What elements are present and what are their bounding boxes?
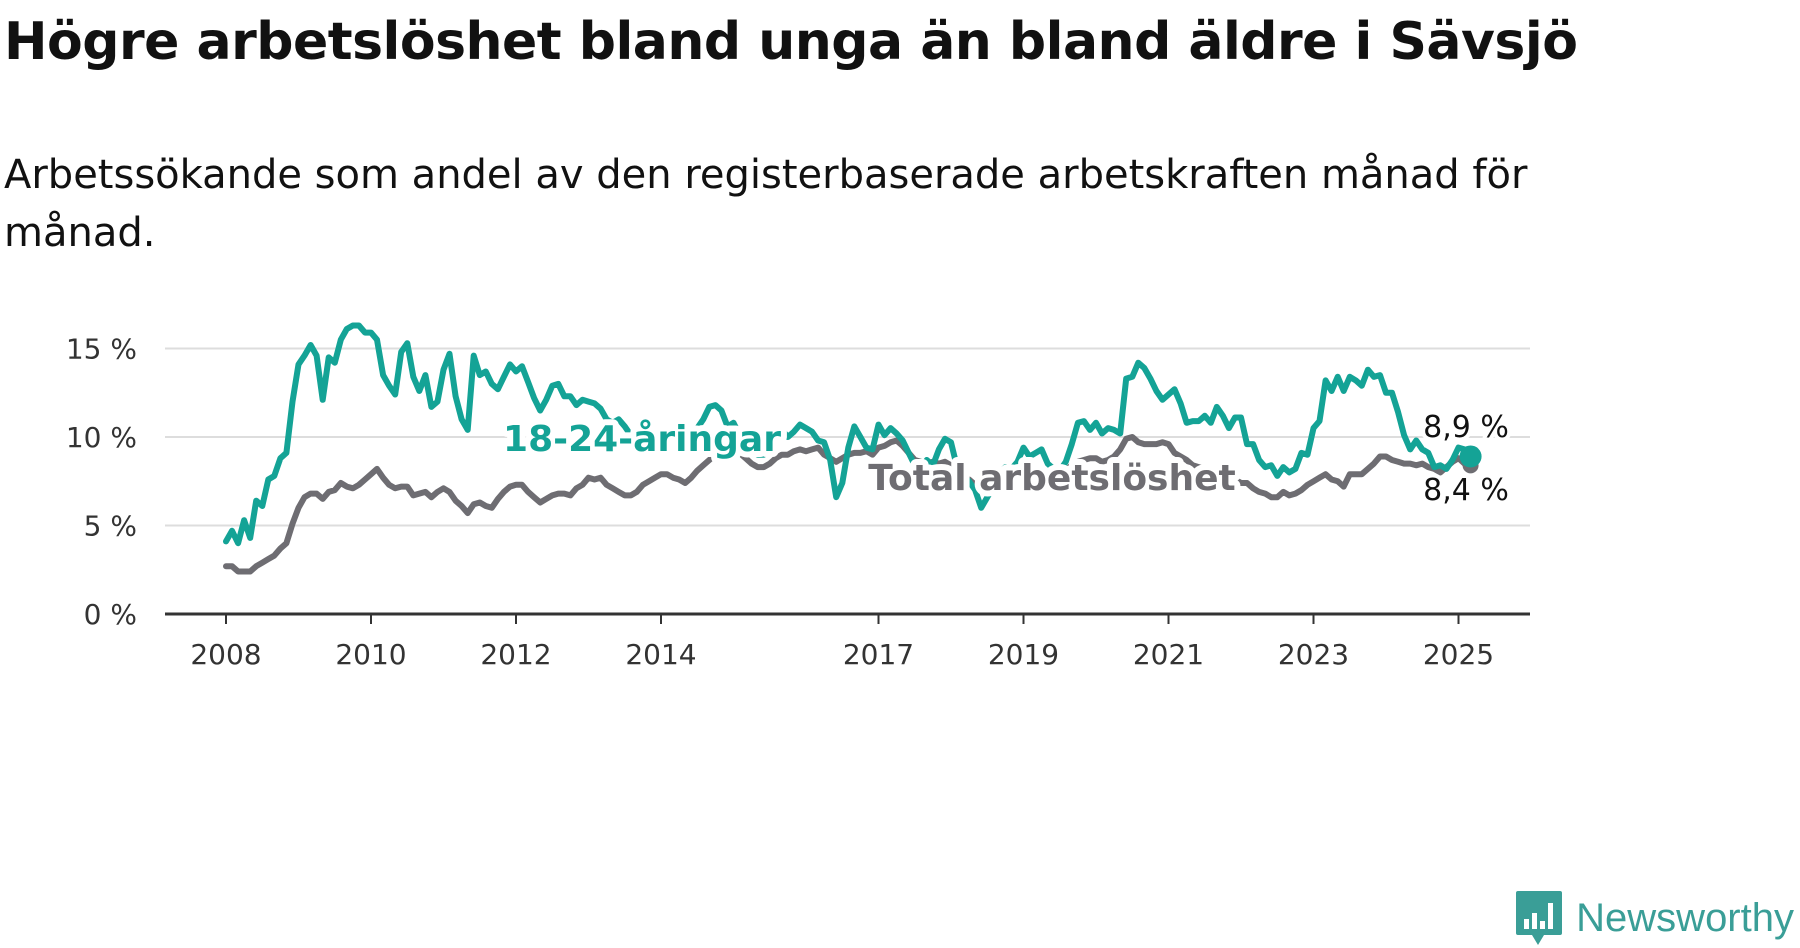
line-chart: 0 % 5 % 10 % 15 % 2008 2010 2012 2014 2017 2019 20… bbox=[66, 322, 1530, 671]
brand-name: Newsworthy bbox=[1576, 895, 1794, 940]
y-tick-label: 15 % bbox=[66, 333, 137, 366]
series-label-total-halo: Total arbetslöshet bbox=[868, 458, 1236, 499]
y-tick-label: 10 % bbox=[66, 421, 137, 454]
x-tick-label: 2014 bbox=[625, 638, 696, 671]
last-value-label-total-halo: 8,4 % bbox=[1423, 473, 1509, 508]
last-value-label-total: 8,4 % bbox=[1423, 473, 1509, 508]
newsworthy-logo: Newsworthy bbox=[1514, 888, 1794, 948]
chart-subtitle: Arbetssökande som andel av den registerb… bbox=[4, 152, 1528, 256]
series-lines bbox=[223, 322, 1482, 575]
last-value-label-youth-halo: 8,9 % bbox=[1423, 410, 1509, 445]
gridlines bbox=[165, 347, 1530, 527]
last-value-label-youth: 8,9 % bbox=[1423, 410, 1509, 445]
axes: 0 % 5 % 10 % 15 % 2008 2010 2012 2014 2017 2019 20… bbox=[66, 333, 1530, 671]
chart-title: Högre arbetslöshet bland unga än bland ä… bbox=[4, 12, 1578, 72]
x-tick-label: 2021 bbox=[1133, 638, 1204, 671]
x-tick-label: 2019 bbox=[988, 638, 1059, 671]
y-tick-label: 0 % bbox=[84, 598, 137, 631]
series-line-youth bbox=[223, 322, 1474, 547]
end-marker-youth bbox=[1459, 445, 1482, 468]
x-tick-label: 2023 bbox=[1278, 638, 1349, 671]
series-label-youth-halo: 18-24-åringar bbox=[503, 419, 781, 460]
x-tick-label: 2008 bbox=[190, 638, 261, 671]
x-tick-label: 2012 bbox=[480, 638, 551, 671]
series-label-youth: 18-24-åringar bbox=[503, 419, 781, 460]
x-tick-label: 2025 bbox=[1423, 638, 1494, 671]
x-tick-label: 2010 bbox=[335, 638, 406, 671]
newsworthy-logo-icon bbox=[1516, 891, 1563, 945]
x-tick-label: 2017 bbox=[843, 638, 914, 671]
y-tick-label: 5 % bbox=[84, 510, 137, 543]
series-label-total: Total arbetslöshet bbox=[868, 458, 1236, 499]
